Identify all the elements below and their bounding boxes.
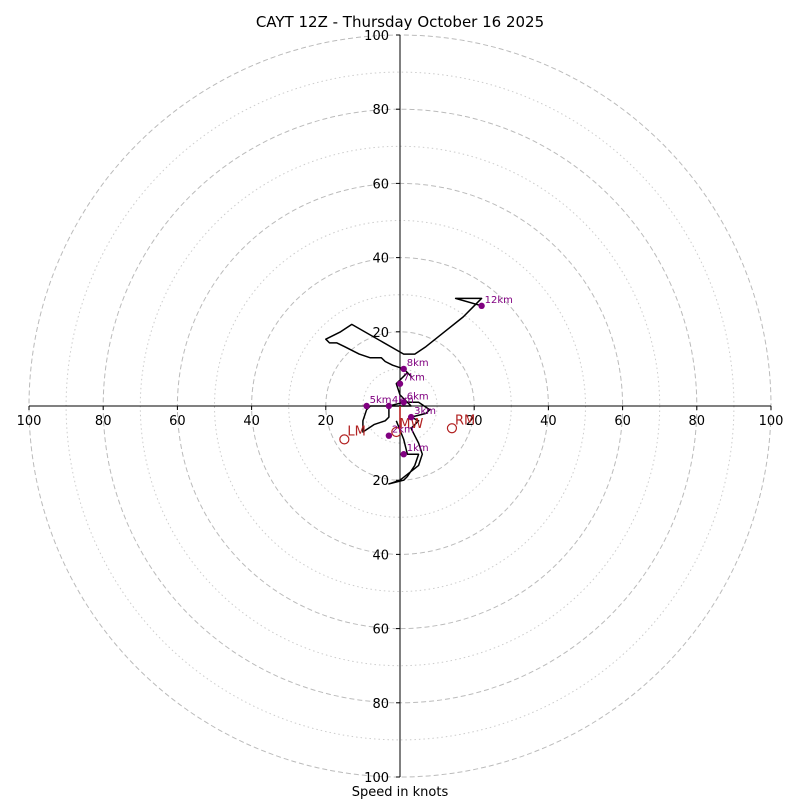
height-marker-6km	[400, 399, 407, 406]
height-marker-12km	[478, 302, 485, 310]
y-tick-label: 60	[372, 623, 389, 638]
height-label-3km: 3km	[414, 406, 436, 417]
storm-motion-mw-label: MW	[399, 417, 423, 432]
storm-motion-lm-label: LM	[347, 424, 365, 439]
storm-motion-markers: RM LM MW	[339, 406, 475, 445]
height-marker-7km	[396, 380, 404, 387]
y-tick-label: 100	[364, 29, 389, 44]
tick-labels: 100 80 60 40 20 20 40 60 80 100 100 80 60 40 20 20 40 60 8…	[17, 29, 784, 786]
height-marker-3km	[407, 413, 415, 421]
height-marker-2km	[385, 432, 393, 439]
height-marker-4km	[385, 402, 393, 410]
height-label-6km: 6km	[407, 391, 429, 402]
height-label-5km: 5km	[370, 395, 392, 406]
x-tick-label: 20	[318, 414, 335, 429]
x-tick-label: 100	[17, 414, 42, 429]
y-tick-label: 40	[372, 252, 389, 267]
height-label-2km: 2km	[392, 425, 414, 436]
x-tick-label: 100	[759, 414, 784, 429]
y-tick-label: 100	[364, 771, 389, 786]
storm-motion-mw-marker	[391, 426, 402, 438]
y-tick-label: 60	[372, 177, 389, 192]
x-tick-label: 40	[243, 414, 260, 429]
y-tick-label: 20	[372, 326, 389, 341]
height-marker-1km	[400, 451, 407, 458]
height-marker-8km	[400, 365, 407, 373]
x-tick-label: 40	[540, 414, 557, 429]
height-label-7km: 7km	[403, 373, 425, 384]
x-tick-label: 80	[95, 414, 112, 429]
y-tick-label: 80	[372, 103, 389, 118]
y-tick-label: 40	[372, 548, 389, 563]
chart-title: CAYT 12Z - Thursday October 16 2025	[256, 13, 544, 31]
x-tick-label: 80	[689, 414, 706, 429]
storm-motion-rm-label: RM	[455, 413, 475, 428]
x-tick-label: 60	[169, 414, 186, 429]
height-marker-5km	[363, 402, 370, 410]
storm-motion-rm-marker	[446, 423, 458, 434]
height-label-8km: 8km	[407, 358, 429, 369]
x-tick-label: 20	[466, 414, 483, 429]
height-label-12km: 12km	[485, 295, 513, 306]
y-tick-label: 80	[372, 697, 389, 712]
storm-motion-lm-marker	[339, 434, 350, 445]
y-tick-label: 20	[372, 474, 389, 489]
x-axis-label: Speed in knots	[352, 785, 449, 800]
height-markers: 1km2km3km4km5km6km7km8km12km	[363, 295, 513, 458]
x-tick-label: 60	[614, 414, 631, 429]
height-label-1km: 1km	[407, 443, 429, 454]
